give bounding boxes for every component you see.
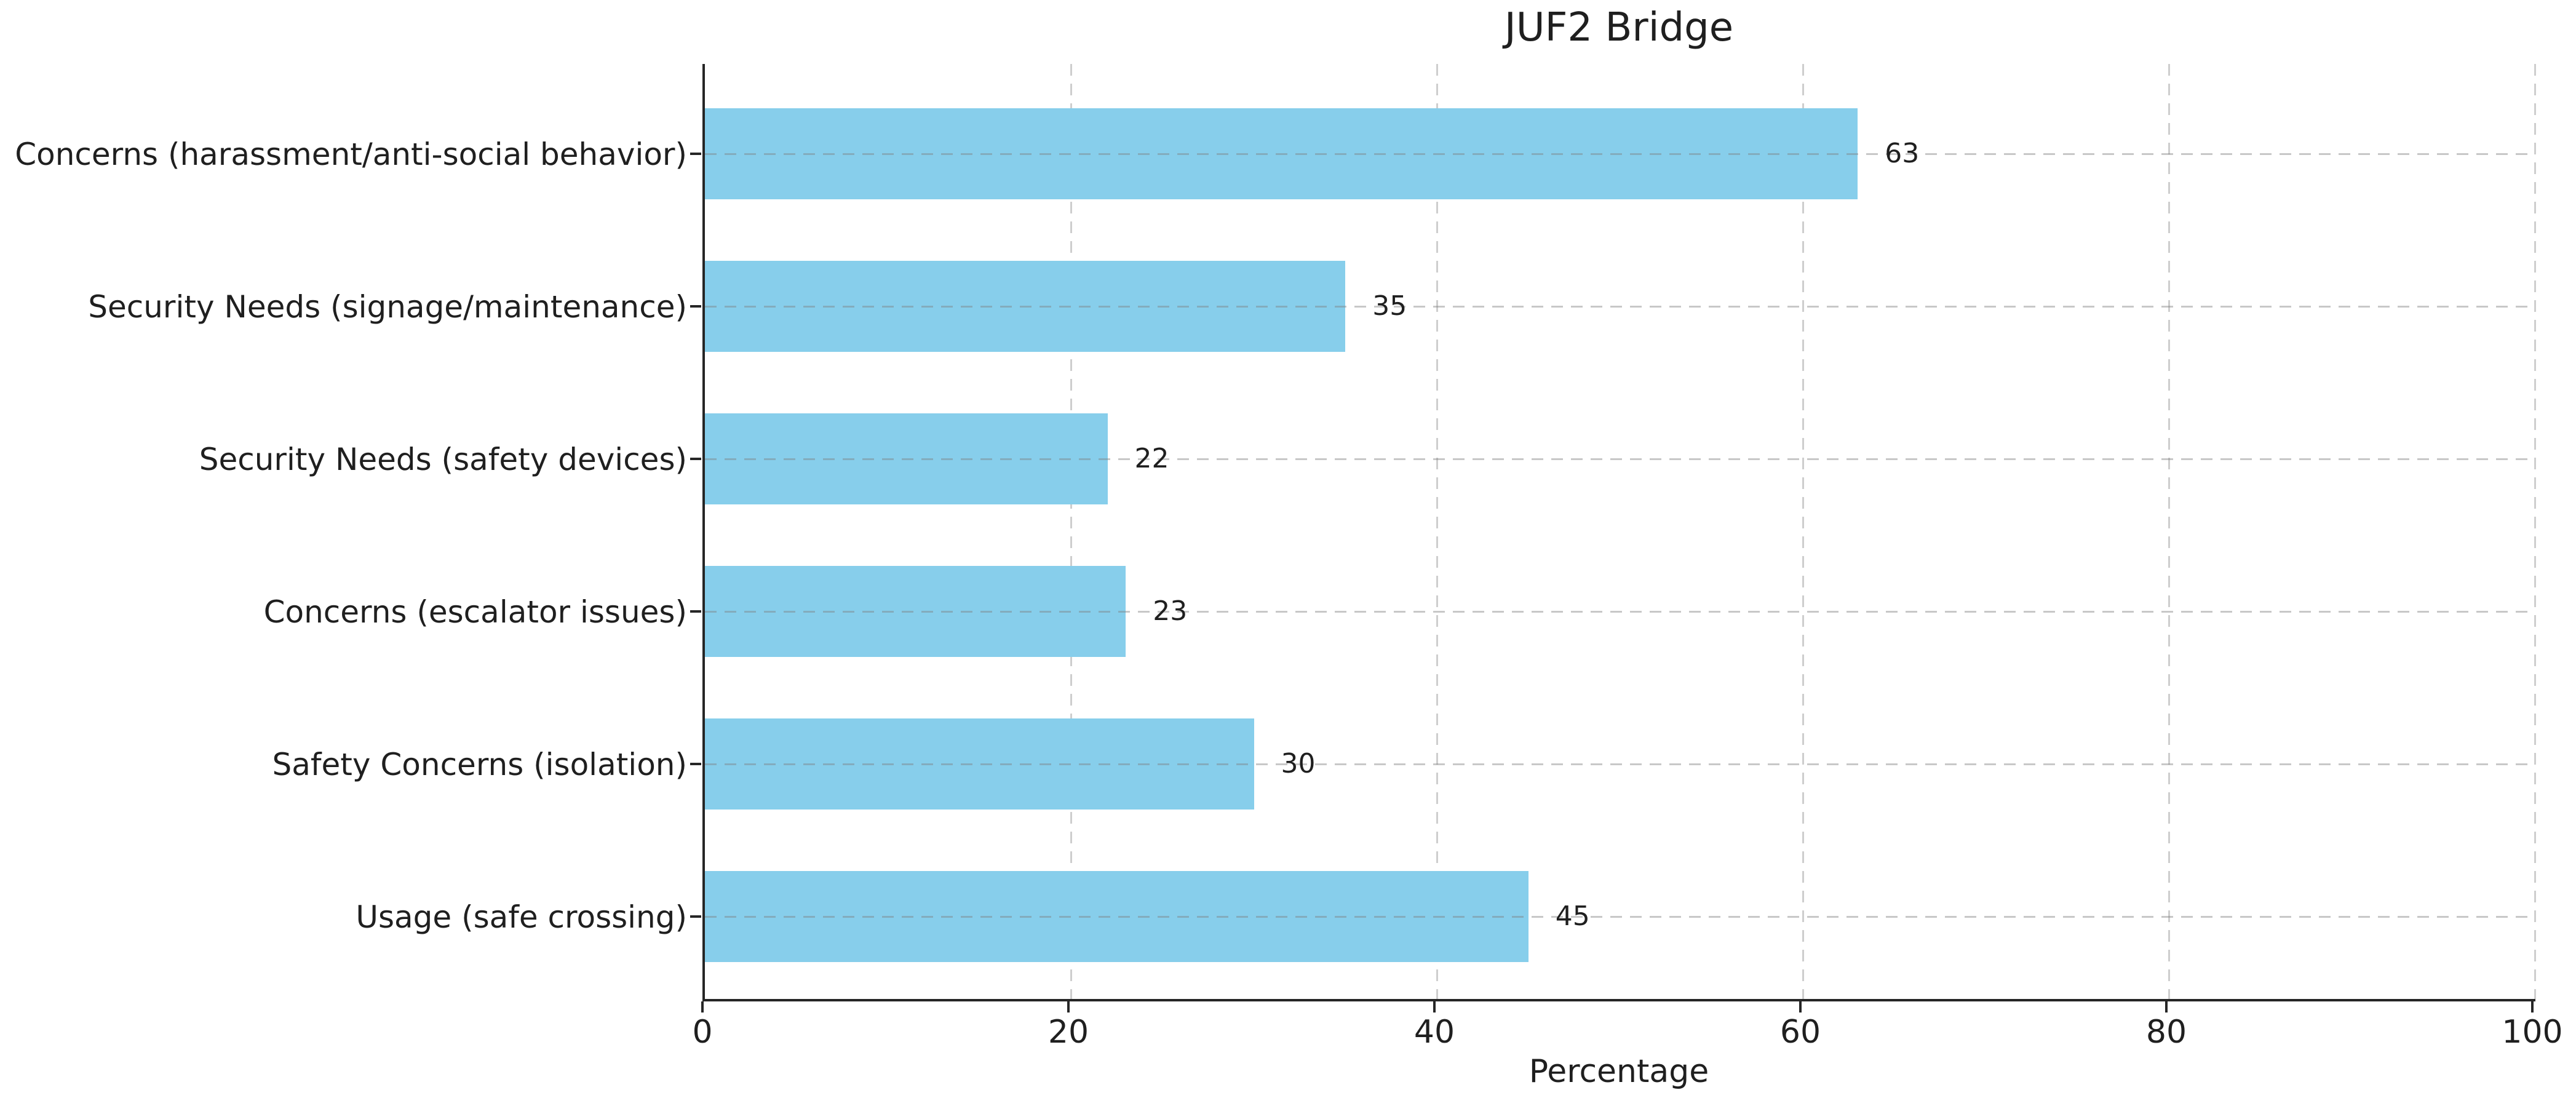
bar-2 — [705, 413, 1108, 504]
y-tick-label-1: Security Needs (signage/maintenance) — [88, 289, 687, 325]
y-tick-mark-2 — [690, 458, 701, 460]
value-label-3: 23 — [1153, 595, 1188, 627]
bar-5 — [705, 871, 1529, 962]
gridline-horizontal-4 — [705, 763, 2535, 765]
gridline-horizontal-0 — [705, 153, 2535, 155]
y-tick-mark-1 — [690, 305, 701, 308]
y-tick-label-4: Safety Concerns (isolation) — [272, 747, 687, 782]
value-label-5: 45 — [1555, 901, 1590, 932]
y-tick-mark-5 — [690, 915, 701, 918]
value-label-0: 63 — [1885, 138, 1920, 169]
x-tick-label-40: 40 — [1413, 1014, 1455, 1051]
chart-title: JUF2 Bridge — [1504, 5, 1734, 50]
value-label-1: 35 — [1372, 290, 1407, 322]
x-tick-mark-100 — [2531, 1001, 2534, 1012]
gridline-horizontal-3 — [705, 611, 2535, 613]
x-tick-mark-40 — [1433, 1001, 1436, 1012]
y-tick-mark-3 — [690, 610, 701, 613]
x-tick-label-0: 0 — [692, 1014, 713, 1051]
x-tick-label-80: 80 — [2145, 1014, 2187, 1051]
bar-4 — [705, 718, 1254, 810]
value-label-4: 30 — [1281, 748, 1316, 779]
x-axis-label: Percentage — [1529, 1053, 1709, 1090]
gridline-vertical-60 — [1802, 64, 1804, 999]
x-tick-mark-20 — [1067, 1001, 1070, 1012]
y-tick-label-5: Usage (safe crossing) — [356, 899, 687, 935]
gridline-horizontal-2 — [705, 458, 2535, 460]
y-tick-label-3: Concerns (escalator issues) — [263, 594, 687, 630]
gridline-horizontal-5 — [705, 916, 2535, 918]
plot-area — [702, 64, 2536, 1001]
bar-0 — [705, 108, 1858, 199]
gridline-vertical-40 — [1436, 64, 1438, 999]
x-tick-mark-0 — [701, 1001, 704, 1012]
x-tick-label-60: 60 — [1779, 1014, 1821, 1051]
value-label-2: 22 — [1134, 443, 1169, 474]
gridline-vertical-20 — [1070, 64, 1072, 999]
y-tick-mark-4 — [690, 763, 701, 765]
x-tick-mark-80 — [2165, 1001, 2168, 1012]
y-tick-label-2: Security Needs (safety devices) — [199, 442, 687, 477]
gridline-horizontal-1 — [705, 306, 2535, 308]
x-tick-label-20: 20 — [1047, 1014, 1089, 1051]
x-tick-mark-60 — [1799, 1001, 1802, 1012]
x-tick-label-100: 100 — [2502, 1014, 2563, 1051]
y-tick-label-0: Concerns (harassment/anti-social behavio… — [15, 137, 687, 172]
gridline-vertical-80 — [2168, 64, 2170, 999]
gridline-vertical-100 — [2534, 64, 2536, 999]
bar-1 — [705, 261, 1346, 352]
y-tick-mark-0 — [690, 153, 701, 155]
bar-3 — [705, 566, 1126, 657]
